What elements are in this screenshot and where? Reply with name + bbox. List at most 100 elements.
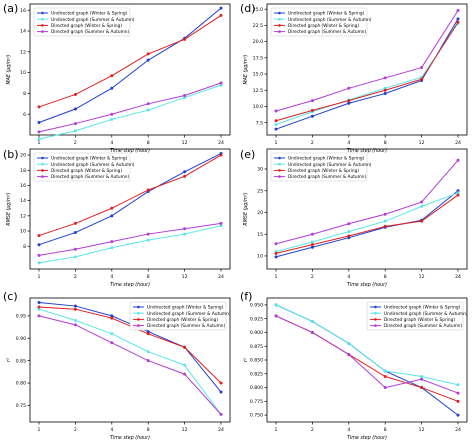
x-tick-label: 24: [455, 427, 461, 433]
data-point: [383, 88, 387, 92]
legend-marker: [41, 162, 44, 166]
data-point: [420, 386, 424, 390]
legend-label: Directed graph (Winter & Spring): [51, 23, 122, 29]
data-point: [183, 345, 187, 349]
legend-label: Directed graph (Summer & Autumn): [384, 323, 463, 329]
data-point: [347, 230, 351, 234]
x-axis-label: Time step (hour): [110, 435, 150, 440]
data-point: [183, 232, 187, 236]
legend-marker: [278, 17, 281, 21]
y-tick-label: 8: [23, 91, 26, 97]
data-point: [456, 383, 460, 387]
data-point: [347, 234, 351, 238]
y-tick-label: 16: [20, 8, 26, 14]
y-tick-label: 0.750: [250, 413, 263, 419]
data-point: [274, 119, 278, 123]
data-point: [183, 93, 187, 97]
x-tick-label: 2: [74, 427, 77, 433]
legend-marker: [137, 311, 140, 315]
legend-label: Directed graph (Winter & Spring): [288, 23, 359, 29]
x-axis-label: Time step (hour): [347, 148, 387, 154]
panel-label: (b): [3, 148, 19, 161]
data-point: [456, 399, 460, 403]
x-axis-label: Time step (hour): [110, 148, 150, 154]
legend-marker: [278, 162, 281, 166]
legend-box: [270, 7, 368, 37]
data-point: [37, 234, 41, 238]
data-point: [73, 231, 77, 235]
data-point: [37, 307, 41, 311]
data-point: [183, 170, 187, 174]
series-line: [38, 15, 222, 108]
data-point: [347, 352, 351, 356]
x-axis-label: Time step (hour): [110, 282, 150, 288]
data-point: [274, 314, 278, 318]
x-tick-label: 1: [38, 427, 41, 433]
data-point: [110, 332, 114, 336]
legend: Undirected graph (Winter & Spring)Undire…: [366, 301, 468, 331]
data-point: [383, 76, 387, 80]
data-point: [37, 314, 41, 318]
data-point: [110, 316, 114, 320]
y-axis-label: MAE (μg/m³): [243, 54, 249, 84]
series-line: [275, 10, 459, 112]
x-tick-label: 4: [347, 274, 350, 280]
x-tick-label: 1: [275, 140, 278, 146]
series-line: [38, 7, 222, 123]
data-point: [110, 214, 114, 218]
data-point: [347, 99, 351, 103]
x-tick-label: 4: [347, 140, 350, 146]
panel-label: (f): [240, 290, 252, 303]
series-line: [38, 153, 222, 246]
data-point: [310, 108, 314, 112]
data-point: [146, 188, 150, 192]
y-tick-label: 0.875: [250, 344, 263, 350]
data-point: [274, 303, 278, 307]
legend-label: Directed graph (Summer & Autumn): [147, 323, 226, 329]
legend-marker: [41, 156, 44, 160]
y-tick-label: 14: [20, 29, 26, 35]
panel-label: (e): [240, 148, 255, 161]
legend-marker: [374, 305, 377, 309]
data-point: [420, 377, 424, 381]
x-tick-label: 8: [147, 274, 150, 280]
data-point: [347, 341, 351, 345]
data-point: [73, 307, 77, 311]
data-point: [219, 224, 223, 228]
y-tick-label: 25.0: [253, 7, 263, 13]
series-line: [38, 225, 222, 264]
data-point: [456, 413, 460, 417]
data-point: [146, 238, 150, 242]
data-point: [110, 240, 114, 244]
legend-label: Undirected graph (Winter & Spring): [51, 11, 128, 17]
legend-marker: [137, 305, 140, 309]
data-point: [456, 8, 460, 12]
panel-label: (c): [3, 290, 18, 303]
y-tick-label: 10: [20, 70, 26, 76]
plot-frame: [29, 148, 231, 270]
data-point: [219, 83, 223, 87]
series-line: [275, 304, 459, 386]
data-point: [219, 221, 223, 225]
data-point: [146, 232, 150, 236]
legend-label: Directed graph (Summer & Autumn): [288, 29, 367, 35]
data-point: [274, 255, 278, 259]
y-tick-label: 10: [257, 254, 263, 260]
data-point: [146, 359, 150, 363]
x-tick-label: 8: [147, 427, 150, 433]
legend-box: [33, 152, 131, 182]
data-point: [347, 222, 351, 226]
data-point: [383, 212, 387, 216]
series-line: [275, 192, 459, 253]
legend-marker: [278, 24, 281, 27]
legend-label: Undirected graph (Summer & Autumn): [51, 162, 135, 168]
x-axis-label: Time step (hour): [347, 435, 387, 440]
data-point: [183, 174, 187, 178]
x-tick-label: 24: [455, 274, 461, 280]
y-tick-label: 0.775: [250, 399, 263, 405]
legend-label: Undirected graph (Summer & Autumn): [51, 17, 135, 23]
legend-label: Undirected graph (Winter & Spring): [51, 156, 128, 162]
